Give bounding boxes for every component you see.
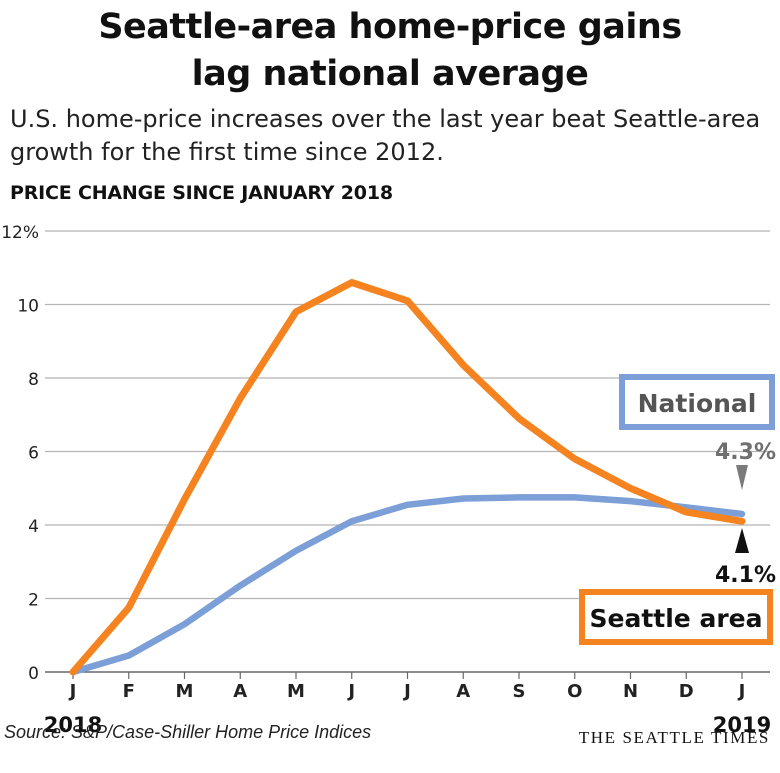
seattle-end-value: 4.1% <box>715 563 776 588</box>
x-tick-label: J <box>402 681 411 702</box>
y-tick-label: 0 <box>28 664 39 684</box>
y-tick-label: 4 <box>28 517 39 537</box>
x-tick-label: S <box>513 681 526 702</box>
end-value-labels: 4.3% 4.1% <box>715 440 776 588</box>
y-tick-label: 10 <box>17 297 39 317</box>
chart-title-line-2: lag national average <box>191 54 589 94</box>
series-labels: National Seattle area <box>579 374 775 645</box>
x-tick-label: M <box>176 681 194 702</box>
x-tick-label: J <box>68 681 77 702</box>
year-label-end: 2019 <box>713 713 771 737</box>
y-tick-labels: 0 2 4 6 8 10 12% <box>1 223 39 684</box>
y-tick-label: 2 <box>28 591 39 611</box>
seattle-label: Seattle area <box>590 604 763 633</box>
x-tick-label: A <box>456 681 470 702</box>
seattle-label-box <box>579 589 773 645</box>
source-note: Source: S&P/Case-Shiller Home Price Indi… <box>4 722 372 742</box>
chart-title-line-1: Seattle-area home-price gains <box>98 7 682 47</box>
x-tick-label: M <box>287 681 305 702</box>
chart-title: Seattle-area home-price gains lag nation… <box>0 4 780 98</box>
national-label: National <box>638 389 757 418</box>
national-end-value: 4.3% <box>715 440 776 465</box>
seattle-line <box>69 279 746 676</box>
year-label-start: 2018 <box>44 713 102 737</box>
y-tick-label: 12% <box>1 223 39 243</box>
y-tick-label: 8 <box>28 370 39 390</box>
y-tick-label: 6 <box>28 444 39 464</box>
x-tick-label: A <box>233 681 247 702</box>
x-tick-label: N <box>623 681 638 702</box>
x-tick-label: D <box>679 681 694 702</box>
series-lines <box>69 279 746 676</box>
x-tick-label: O <box>567 681 582 702</box>
x-tick-labels: J F M A M J J A S O N D J 2018 2019 <box>44 672 771 737</box>
chart-axis-caption: PRICE CHANGE SINCE JANUARY 2018 <box>10 182 393 204</box>
chart-subtitle: U.S. home-price increases over the last … <box>10 105 761 166</box>
publisher-credit: THE SEATTLE TIMES <box>578 728 770 747</box>
x-tick-label: J <box>737 681 746 702</box>
seattle-pointer <box>735 528 749 553</box>
x-tick-label: J <box>346 681 355 702</box>
national-line <box>69 494 746 676</box>
national-pointer <box>736 465 748 490</box>
x-tick-label: F <box>123 681 135 702</box>
national-label-box <box>619 374 775 430</box>
